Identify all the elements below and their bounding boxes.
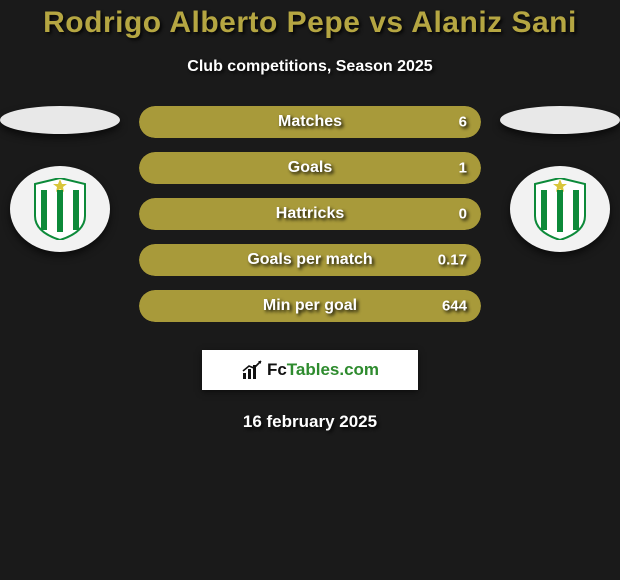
stat-bar-value: 0 (459, 206, 467, 223)
club-shield-icon (533, 178, 587, 240)
stat-bar-fill-right (433, 152, 481, 184)
player-left-avatar-placeholder (0, 106, 120, 134)
stat-bar-min-per-goal: Min per goal 644 (139, 290, 481, 322)
stat-bar-value: 0.17 (438, 252, 467, 269)
stat-bar-label: Min per goal (263, 297, 357, 315)
comparison-subtitle: Club competitions, Season 2025 (0, 58, 620, 76)
stat-bar-fill-right (433, 198, 481, 230)
comparison-stage: Matches 6 Goals 1 Hattricks 0 Goals per … (0, 106, 620, 432)
comparison-title: Rodrigo Alberto Pepe vs Alaniz Sani (0, 0, 620, 40)
stat-bar-value: 1 (459, 160, 467, 177)
snapshot-date: 16 february 2025 (0, 412, 620, 432)
stat-bar-label: Hattricks (276, 205, 344, 223)
stat-bar-label: Goals (288, 159, 332, 177)
stat-bar-value: 6 (459, 114, 467, 131)
brand-link[interactable]: FcTables.com (202, 350, 418, 390)
player-left-club-badge (10, 166, 110, 252)
stat-bar-hattricks: Hattricks 0 (139, 198, 481, 230)
stat-bar-goals: Goals 1 (139, 152, 481, 184)
stat-bar-value: 644 (442, 298, 467, 315)
brand-text-suffix: Tables.com (287, 360, 379, 379)
stat-bar-label: Goals per match (247, 251, 372, 269)
player-right-avatar-placeholder (500, 106, 620, 134)
brand-chart-icon (241, 359, 263, 381)
stat-bar-goals-per-match: Goals per match 0.17 (139, 244, 481, 276)
brand-text: FcTables.com (267, 360, 379, 380)
stat-bars: Matches 6 Goals 1 Hattricks 0 Goals per … (139, 106, 481, 322)
stat-bar-fill-left (139, 152, 433, 184)
club-shield-icon (33, 178, 87, 240)
player-left-column (0, 106, 120, 252)
stat-bar-matches: Matches 6 (139, 106, 481, 138)
player-right-column (500, 106, 620, 252)
stat-bar-fill-right (433, 106, 481, 138)
stat-bar-label: Matches (278, 113, 342, 131)
player-right-club-badge (510, 166, 610, 252)
brand-text-prefix: Fc (267, 360, 287, 379)
